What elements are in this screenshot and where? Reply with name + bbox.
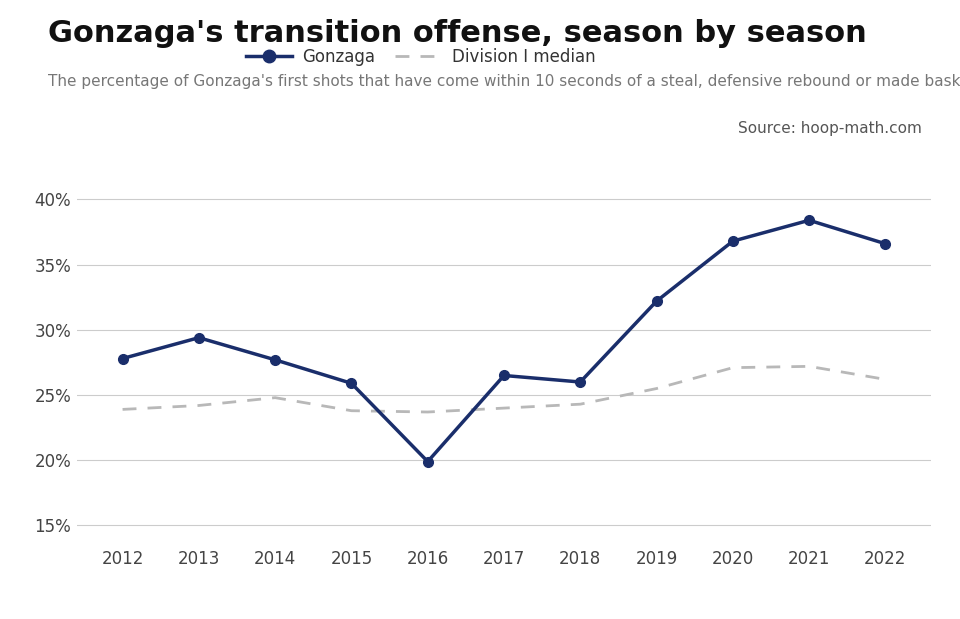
Text: The percentage of Gonzaga's first shots that have come within 10 seconds of a st: The percentage of Gonzaga's first shots … (48, 74, 960, 89)
Text: Source: hoop-math.com: Source: hoop-math.com (737, 121, 922, 136)
Text: Gonzaga's transition offense, season by season: Gonzaga's transition offense, season by … (48, 19, 867, 48)
Legend: Gonzaga, Division I median: Gonzaga, Division I median (239, 41, 602, 72)
